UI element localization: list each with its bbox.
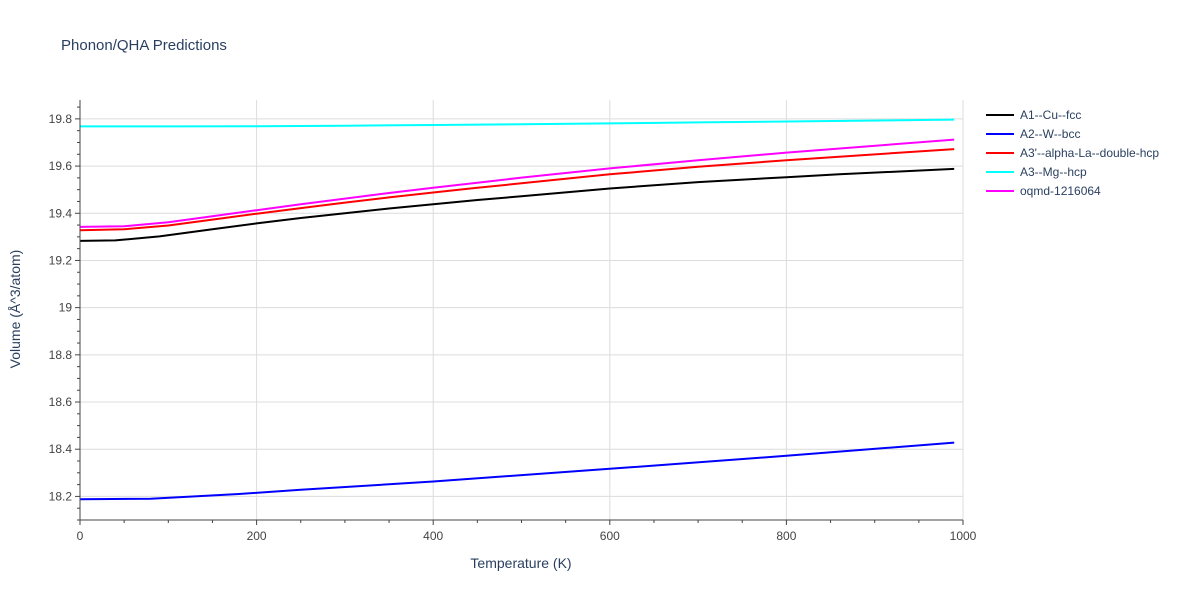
legend: A1--Cu--fcc A2--W--bcc A3'--alpha-La--doub… [986,108,1159,198]
legend-label-3: A3--Mg--hcp [1020,165,1087,179]
x-tick-label: 800 [776,529,796,543]
series-line-0 [79,167,955,242]
series-line-2 [79,148,955,232]
series-lines [79,118,955,501]
y-tick-label: 18.6 [49,395,73,409]
y-tick-label: 19.8 [49,112,73,126]
x-axis-title: Temperature (K) [470,555,571,571]
legend-label-2: A3'--alpha-La--double-hcp [1020,146,1159,160]
x-tick-label: 1000 [950,529,977,543]
series-line-3 [80,118,955,128]
y-tick-label: 19 [59,301,73,315]
legend-label-4: oqmd-1216064 [1020,184,1101,198]
x-tick-label: 200 [247,529,267,543]
x-tick-label: 0 [77,529,84,543]
y-tick-label: 19.4 [49,206,73,220]
x-tick-label: 400 [423,529,443,543]
legend-label-1: A2--W--bcc [1020,127,1080,141]
y-axis-ticks: 18.2 18.4 18.6 18.8 19 19.2 19.4 19.6 19.8 [49,112,73,504]
series-line-4 [79,138,955,228]
x-tick-label: 600 [600,529,620,543]
y-tick-label: 19.6 [49,159,73,173]
y-tick-label: 18.8 [49,348,73,362]
legend-label-0: A1--Cu--fcc [1020,108,1081,122]
chart-title: Phonon/QHA Predictions [61,37,227,54]
y-tick-label: 18.4 [49,442,73,456]
series-line-1 [79,441,955,501]
grid [80,100,964,520]
y-tick-label: 19.2 [49,253,73,267]
x-axis-ticks: 0 200 400 600 800 1000 [77,529,977,543]
y-tick-label: 18.2 [49,489,73,503]
y-axis-title: Volume (Å^3/atom) [7,250,23,369]
axes [75,100,964,525]
